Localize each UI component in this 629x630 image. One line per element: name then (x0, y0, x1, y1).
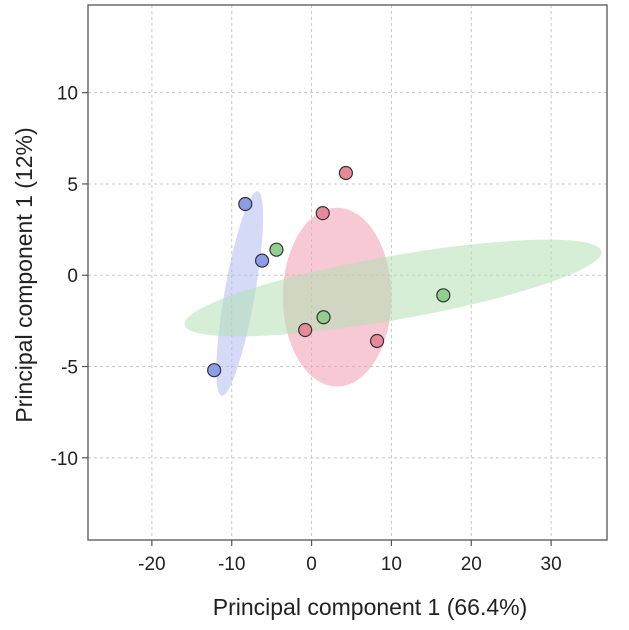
point-green (269, 242, 284, 257)
x-axis-title: Principal component 1 (66.4%) (213, 594, 528, 620)
point-green (436, 288, 451, 303)
y-tick-label: 5 (67, 175, 78, 196)
point-blue (254, 253, 270, 268)
x-tick-label: -20 (138, 554, 165, 575)
y-tick-label: 0 (67, 266, 78, 287)
point-blue (207, 363, 222, 378)
x-tick-label: 30 (541, 554, 562, 575)
y-tick-label: 10 (57, 84, 78, 105)
point-red (298, 322, 313, 338)
y-tick-label: -5 (61, 358, 78, 379)
data-points (207, 165, 451, 378)
confidence-ellipses (184, 191, 602, 396)
y-tick-label: -10 (51, 449, 78, 470)
y-axis-title: Principal component 1 (12%) (11, 127, 37, 422)
point-red (369, 333, 385, 349)
point-green (316, 310, 331, 325)
x-tick-label: -10 (218, 554, 245, 575)
x-tick-label: 0 (306, 554, 317, 575)
ellipse-green (184, 239, 602, 337)
point-red (338, 165, 354, 181)
axis-ticks: -20 -10 0 10 20 30 10 5 0 -5 -10 (51, 84, 562, 575)
point-red (315, 206, 330, 221)
x-tick-label: 10 (381, 554, 402, 575)
plot-frame (87, 4, 608, 541)
point-blue (238, 196, 253, 212)
x-tick-label: 20 (461, 554, 482, 575)
